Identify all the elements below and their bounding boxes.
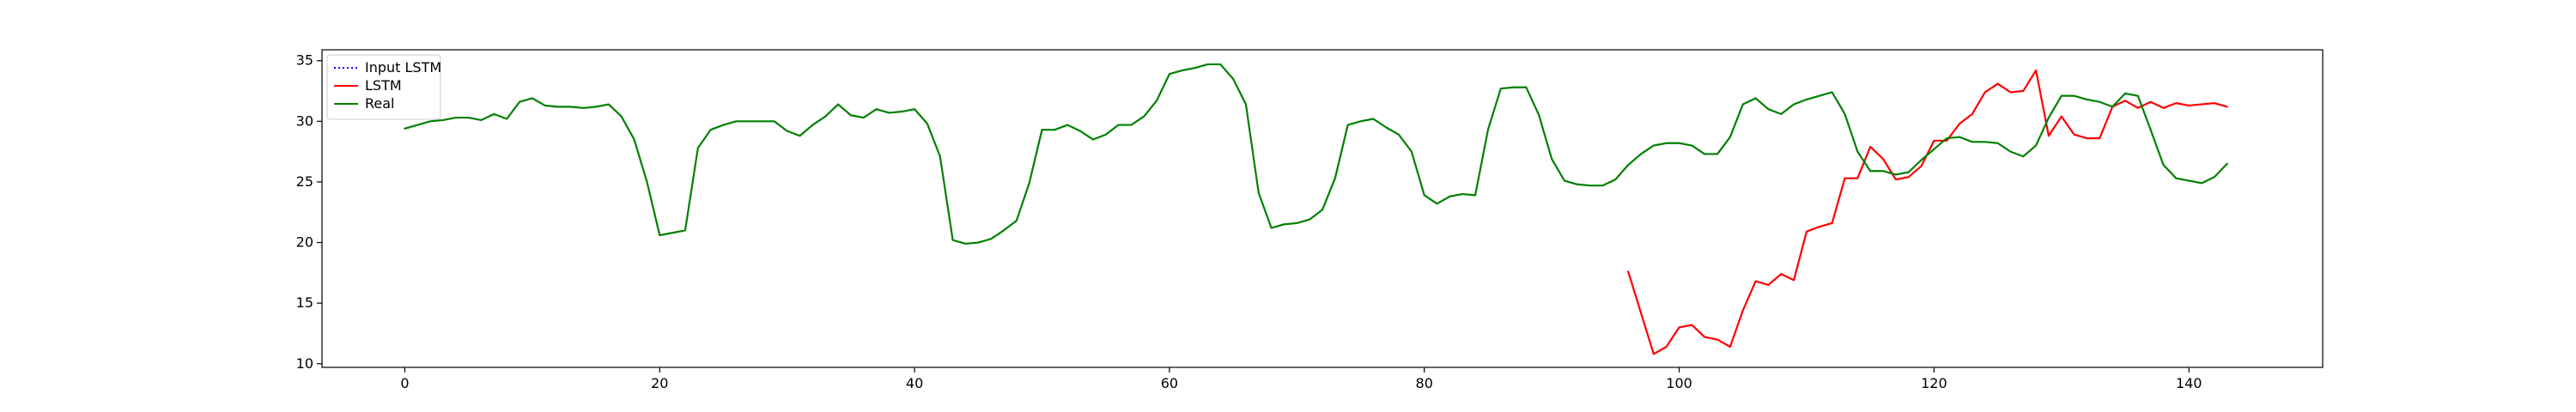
y-tick-label: 30 [296, 112, 313, 129]
legend-label: Real [365, 95, 395, 112]
y-tick-label: 10 [296, 355, 313, 372]
legend-label: Input LSTM [365, 59, 441, 76]
x-tick-label: 40 [906, 375, 923, 391]
series-layer [404, 63, 2228, 355]
y-tick-label: 15 [296, 294, 313, 311]
y-tick-label: 25 [296, 173, 313, 190]
x-tick-label: 60 [1161, 375, 1178, 391]
x-tick-label: 140 [2176, 375, 2202, 391]
x-tick-label: 20 [651, 375, 668, 391]
x-tick-label: 100 [1666, 375, 1692, 391]
y-tick-label: 35 [296, 52, 313, 69]
y-tick-label: 20 [296, 234, 313, 251]
axes-frame [321, 49, 2324, 368]
x-tick-label: 80 [1416, 375, 1433, 391]
legend-label: LSTM [365, 77, 402, 94]
y-axis: 10 15 20 25 30 35 [296, 52, 322, 372]
series-line-real [404, 63, 2228, 245]
x-tick-label: 120 [1921, 375, 1947, 391]
x-tick-label: 0 [400, 375, 409, 391]
x-axis: 0 20 40 60 80 100 120 140 [400, 367, 2202, 391]
